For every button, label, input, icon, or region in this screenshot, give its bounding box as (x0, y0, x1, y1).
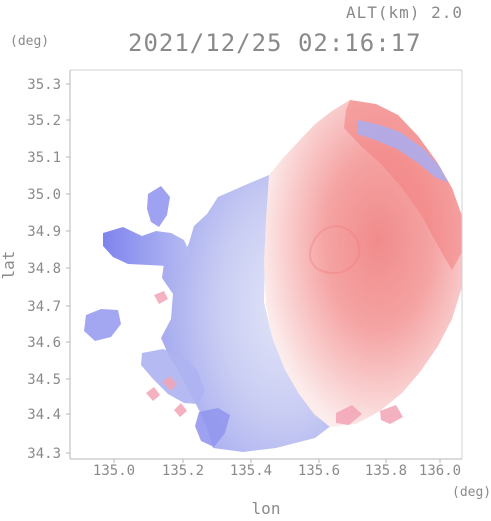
y-tick-label-35-2: 35.2 (27, 113, 61, 129)
x-tick-label-136-0: 136.0 (419, 463, 461, 479)
receding-ring-pattern (309, 225, 361, 275)
approaching-top-edge (357, 120, 448, 182)
y-tick-label-34-4: 34.4 (27, 407, 61, 423)
receding-region (264, 100, 462, 427)
x-axis-title: lon (252, 499, 281, 518)
radar-echo-field (84, 100, 462, 452)
approaching-region (161, 175, 332, 452)
x-unit-label: (deg) (452, 485, 491, 500)
x-tick-label-135-2: 135.2 (162, 463, 204, 479)
y-tick-label-35-3: 35.3 (27, 77, 61, 93)
approaching-northwest-band (147, 186, 170, 227)
timestamp-title: 2021/12/25 02:16:17 (128, 29, 422, 57)
y-tick-label-35-0: 35.0 (27, 187, 61, 203)
receding-core-band (344, 100, 462, 270)
y-tick-label-34-6: 34.6 (27, 335, 61, 351)
altitude-label: ALT(km) 2.0 (346, 3, 463, 22)
x-tick-label-135-0: 135.0 (93, 463, 135, 479)
approaching-southwest-bands (141, 349, 205, 404)
x-tick-label-135-6: 135.6 (298, 463, 340, 479)
y-tick-label-34-5: 34.5 (27, 372, 61, 388)
x-tick-label-135-8: 135.8 (365, 463, 407, 479)
y-tick-label-34-3: 34.3 (27, 446, 61, 462)
y-tick-label-35-1: 35.1 (27, 150, 61, 166)
approaching-west-cells (103, 227, 190, 266)
x-tick-label-135-4: 135.4 (230, 463, 272, 479)
y-unit-label: (deg) (10, 34, 49, 49)
y-tick-label-34-8: 34.8 (27, 261, 61, 277)
y-tick-label-34-7: 34.7 (27, 299, 61, 315)
y-tick-label-34-9: 34.9 (27, 224, 61, 240)
approaching-southwest-streak (84, 309, 121, 341)
y-axis-title: lat (0, 251, 18, 280)
approaching-lower-spokes (195, 408, 230, 447)
